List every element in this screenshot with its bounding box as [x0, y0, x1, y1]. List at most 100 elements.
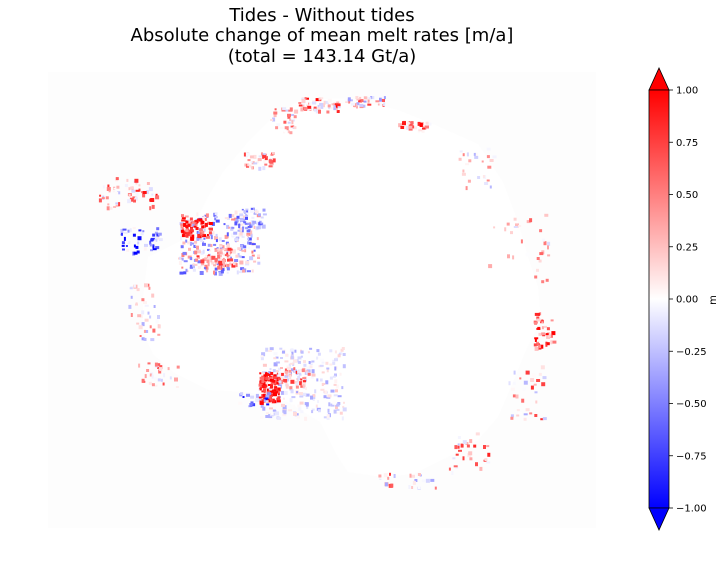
melt-cell	[115, 191, 119, 195]
melt-cell	[182, 251, 187, 255]
melt-cell	[412, 125, 415, 129]
melt-cell	[106, 187, 111, 191]
melt-cell	[273, 352, 278, 356]
melt-cell	[469, 457, 473, 461]
melt-cell	[307, 372, 311, 376]
melt-cell	[330, 403, 335, 407]
melt-cell	[220, 270, 224, 274]
melt-cell	[466, 152, 469, 157]
melt-cell	[250, 233, 253, 238]
melt-cell	[130, 313, 133, 317]
melt-cell	[141, 310, 145, 315]
melt-cell	[137, 314, 142, 318]
melt-cell	[452, 457, 456, 460]
melt-cell	[184, 235, 188, 237]
melt-cell	[179, 271, 184, 275]
melt-cell	[316, 349, 320, 353]
melt-cell	[334, 373, 337, 377]
melt-cell	[194, 263, 198, 266]
melt-cell	[318, 109, 321, 114]
melt-cell	[263, 399, 266, 402]
melt-cell	[115, 202, 120, 205]
melt-cell	[185, 268, 188, 272]
melt-cell	[143, 301, 147, 305]
melt-cell	[533, 383, 537, 386]
melt-cell	[273, 392, 277, 397]
melt-cell	[276, 399, 281, 403]
melt-cell	[266, 388, 269, 393]
melt-cell	[328, 402, 331, 407]
melt-cell	[181, 214, 184, 218]
melt-cell	[255, 161, 259, 164]
melt-cell	[249, 256, 254, 261]
melt-cell	[303, 360, 306, 364]
melt-cell	[368, 97, 372, 100]
melt-cell	[266, 399, 271, 403]
melt-cell	[459, 150, 463, 153]
melt-cell	[185, 229, 189, 233]
melt-cell	[486, 155, 490, 159]
melt-cell	[274, 390, 278, 395]
melt-cell	[489, 159, 494, 162]
melt-cell	[274, 108, 277, 111]
melt-cell	[263, 160, 266, 164]
melt-cell	[153, 377, 157, 381]
melt-cell	[204, 267, 208, 270]
melt-cell	[208, 231, 212, 235]
melt-cell	[335, 403, 340, 407]
melt-cell	[136, 288, 140, 292]
melt-cell	[194, 240, 198, 244]
melt-cell	[541, 382, 546, 387]
melt-cell	[295, 385, 299, 389]
melt-cell	[474, 152, 478, 157]
melt-cell	[234, 259, 239, 262]
melt-cell	[318, 378, 320, 382]
melt-cell	[455, 466, 459, 469]
melt-cell	[534, 391, 538, 394]
melt-cell	[310, 392, 313, 395]
melt-cell	[309, 101, 313, 105]
melt-cell	[234, 221, 238, 226]
melt-cell	[139, 315, 143, 318]
melt-cell	[187, 223, 191, 227]
melt-cell	[265, 347, 269, 352]
melt-cell	[286, 367, 291, 370]
melt-cell	[282, 409, 285, 413]
melt-cell	[356, 102, 360, 106]
melt-cell	[538, 345, 542, 349]
melt-cell	[218, 260, 223, 264]
melt-cell	[209, 225, 212, 229]
melt-cell	[542, 417, 547, 421]
melt-cell	[523, 380, 528, 385]
melt-cell	[404, 126, 408, 130]
melt-cell	[245, 208, 249, 211]
melt-cell	[317, 104, 320, 108]
melt-cell	[297, 360, 301, 364]
melt-cell	[327, 104, 331, 108]
melt-cell	[264, 163, 268, 166]
melt-cell	[226, 271, 229, 274]
melt-cell	[333, 107, 337, 111]
melt-cell	[241, 249, 246, 252]
melt-cell	[135, 192, 139, 196]
melt-cell	[240, 216, 243, 219]
melt-cell	[117, 191, 121, 195]
melt-cell	[215, 239, 218, 243]
melt-cell	[236, 215, 240, 219]
melt-cell	[154, 238, 158, 242]
melt-cell	[543, 241, 547, 246]
melt-cell	[521, 398, 525, 403]
melt-cell	[140, 232, 144, 236]
melt-cell	[249, 224, 252, 228]
melt-cell	[259, 372, 262, 375]
melt-cell	[219, 244, 223, 247]
melt-cell	[479, 466, 483, 471]
melt-cell	[466, 444, 470, 448]
melt-cell	[343, 401, 345, 404]
melt-cell	[128, 304, 132, 309]
melt-cell	[242, 232, 245, 237]
melt-cell	[176, 365, 180, 369]
melt-cell	[135, 303, 138, 306]
melt-cell	[199, 271, 204, 275]
melt-cell	[337, 354, 341, 358]
